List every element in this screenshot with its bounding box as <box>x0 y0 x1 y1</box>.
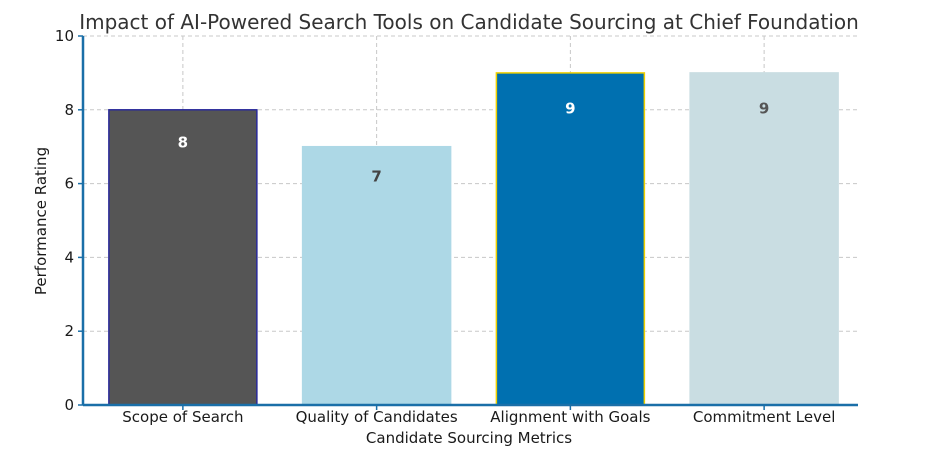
y-tick-label: 8 <box>64 101 74 119</box>
x-tick-label: Scope of Search <box>122 408 243 426</box>
x-tick-label: Commitment Level <box>693 408 836 426</box>
data-label: 9 <box>759 99 769 117</box>
data-label: 8 <box>178 133 188 151</box>
y-axis-label: Performance Rating <box>32 147 50 295</box>
chart-title: Impact of AI-Powered Search Tools on Can… <box>79 10 859 34</box>
data-labels: 8 7 9 9 <box>178 99 770 185</box>
y-tick-label: 6 <box>64 175 74 193</box>
tick-labels: 0 2 4 6 8 10 Scope of Search Quality of Candida… <box>55 27 835 426</box>
axes <box>78 35 858 410</box>
bar <box>301 145 452 406</box>
y-tick-label: 10 <box>55 27 74 45</box>
y-tick-label: 0 <box>64 396 74 414</box>
y-tick-label: 4 <box>64 248 74 266</box>
bar <box>495 72 646 406</box>
bars <box>108 72 839 406</box>
data-label: 7 <box>371 167 381 185</box>
x-tick-label: Alignment with Goals <box>490 408 650 426</box>
y-tick-label: 2 <box>64 322 74 340</box>
bar <box>689 72 839 406</box>
bar <box>108 109 258 406</box>
x-axis-label: Candidate Sourcing Metrics <box>366 429 572 447</box>
data-label: 9 <box>565 99 575 117</box>
x-tick-label: Quality of Candidates <box>296 408 458 426</box>
